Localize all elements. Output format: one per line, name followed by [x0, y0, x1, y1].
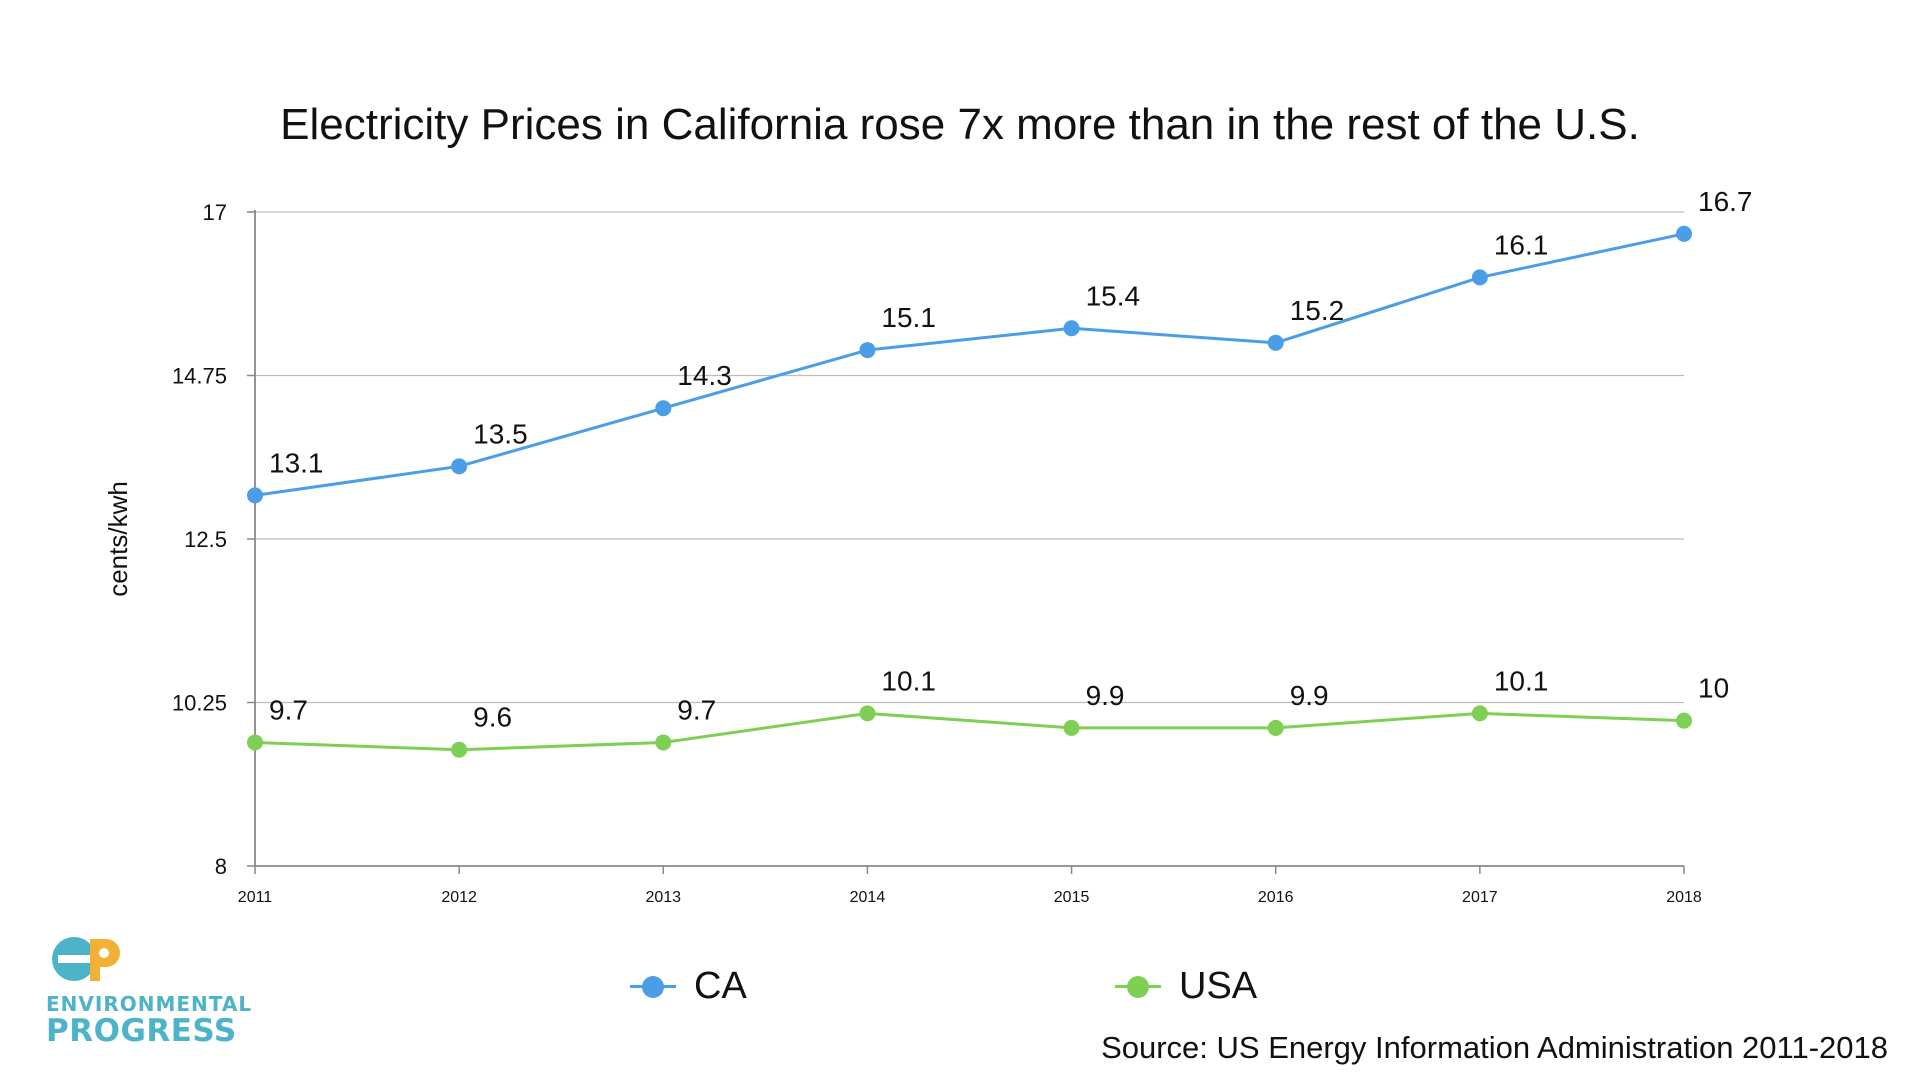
data-point-usa [247, 734, 263, 751]
data-label-usa: 10.1 [881, 665, 936, 696]
data-point-ca [1063, 320, 1080, 337]
y-tick-label: 17 [203, 200, 227, 225]
legend-item-usa: USA [1115, 965, 1257, 1008]
data-point-ca [1676, 225, 1692, 242]
data-label-ca: 13.5 [473, 418, 527, 449]
x-tick-label: 2015 [1054, 889, 1090, 906]
y-axis-label: cents/kwh [103, 481, 133, 597]
chart-title: Electricity Prices in California rose 7x… [280, 100, 1640, 149]
data-point-usa [1063, 719, 1080, 736]
data-label-usa: 9.9 [1290, 680, 1329, 711]
data-label-usa: 9.9 [1086, 680, 1125, 711]
legend-swatch-ca [630, 975, 676, 998]
y-tick-label: 14.75 [172, 364, 227, 389]
legend-label-ca: CA [694, 965, 747, 1007]
y-tick-label: 8 [215, 854, 227, 879]
data-label-ca: 15.1 [881, 302, 936, 333]
data-point-ca [655, 400, 672, 417]
data-label-usa: 9.7 [677, 694, 716, 725]
data-label-ca: 15.2 [1290, 295, 1345, 326]
data-label-usa: 9.6 [473, 702, 512, 733]
data-point-usa [1267, 719, 1284, 736]
data-point-usa [1471, 705, 1488, 722]
y-tick-label: 10.25 [172, 691, 227, 716]
source-note: Source: US Energy Information Administra… [1101, 1030, 1888, 1065]
data-point-usa [451, 741, 468, 758]
x-tick-label: 2013 [645, 889, 681, 906]
data-label-usa: 10 [1698, 673, 1729, 704]
legend-item-ca: CA [630, 965, 747, 1008]
ep-logo-icon [52, 937, 120, 981]
x-tick-label: 2011 [238, 889, 273, 906]
y-tick-label: 12.5 [184, 527, 227, 552]
data-point-ca [1471, 269, 1488, 286]
x-tick-label: 2014 [850, 889, 886, 906]
environmental-progress-logo: ENVIRONMENTAL PROGRESS [46, 935, 253, 1049]
x-tick-label: 2017 [1462, 889, 1498, 906]
data-label-ca: 16.1 [1494, 229, 1549, 260]
data-label-ca: 13.1 [269, 447, 324, 478]
x-tick-label: 2016 [1258, 889, 1294, 906]
data-point-usa [1676, 712, 1692, 729]
data-label-ca: 16.7 [1698, 186, 1753, 217]
legend-swatch-usa [1115, 975, 1161, 998]
data-point-ca [1267, 334, 1284, 351]
x-tick-label: 2018 [1666, 889, 1702, 906]
data-label-ca: 14.3 [677, 360, 732, 391]
data-point-ca [859, 342, 876, 359]
data-label-usa: 10.1 [1494, 665, 1549, 696]
data-point-ca [451, 458, 468, 475]
data-point-usa [859, 705, 876, 722]
legend-label-usa: USA [1179, 965, 1258, 1007]
logo-text-line2: PROGRESS [46, 1013, 237, 1049]
data-label-ca: 15.4 [1086, 280, 1141, 311]
logo-text-line1: ENVIRONMENTAL [46, 992, 253, 1016]
data-point-usa [655, 734, 672, 751]
x-tick-label: 2012 [441, 889, 477, 906]
data-label-usa: 9.7 [269, 694, 308, 725]
series-line-ca [254, 232, 1685, 497]
series-line-usa [254, 711, 1685, 752]
data-point-ca [247, 487, 263, 504]
